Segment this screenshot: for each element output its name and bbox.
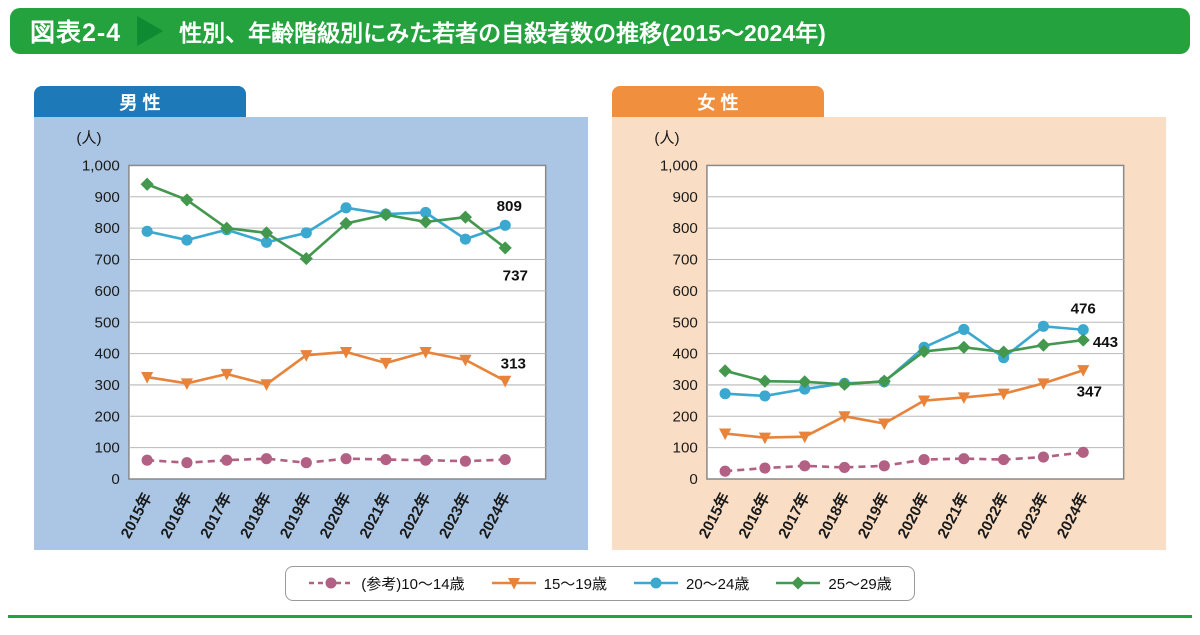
series-end-value-label: 443 [1093,334,1118,351]
svg-text:300: 300 [95,377,120,394]
svg-text:600: 600 [673,283,698,300]
male-tab: 男 性 [34,86,246,117]
legend-item-label: (参考)10〜14歳 [361,575,465,593]
svg-text:200: 200 [673,408,698,425]
svg-text:200: 200 [95,408,120,425]
legend-item: (参考)10〜14歳 [308,573,465,594]
svg-text:2020年: 2020年 [316,490,355,542]
svg-text:2017年: 2017年 [774,490,813,542]
arrow-right-icon [137,16,164,46]
female-panel: (人) 0 100 200 300 400 500 600 700 800 900 1,000 2015… [612,117,1166,550]
svg-text:0: 0 [689,471,697,488]
svg-text:2024年: 2024年 [475,490,514,542]
svg-text:2019年: 2019年 [854,490,893,542]
legend-swatch-icon [634,577,678,589]
svg-text:100: 100 [673,440,698,457]
figure-header: 図表2-4 性別、年齢階級別にみた若者の自殺者数の推移(2015〜2024年) [10,8,1190,54]
y-axis-unit-label: (人) [654,130,679,147]
svg-text:1,000: 1,000 [82,157,120,174]
series-end-value-label: 347 [1077,384,1102,401]
male-chart-section: 男 性 (人) 0 100 200 300 400 500 600 700 800 900 1,000… [34,86,588,550]
charts-row: 男 性 (人) 0 100 200 300 400 500 600 700 800 900 1,000… [34,86,1166,550]
legend-swatch-icon [491,578,536,590]
svg-text:700: 700 [673,252,698,269]
svg-text:2015年: 2015年 [695,490,734,542]
svg-text:300: 300 [673,377,698,394]
svg-text:2024年: 2024年 [1053,490,1092,542]
svg-text:700: 700 [95,252,120,269]
male-chart-svg: (人) 0 100 200 300 400 500 600 700 800 900 1,000 2015… [76,130,547,542]
svg-text:800: 800 [673,220,698,237]
legend-item: 20〜24歳 [633,573,749,594]
svg-text:2021年: 2021年 [934,490,973,542]
svg-text:900: 900 [95,189,120,206]
legend-item-label: 15〜19歳 [543,575,607,593]
series-end-value-label: 476 [1071,301,1096,318]
male-chart: (人) 0 100 200 300 400 500 600 700 800 900 1,000 2015… [48,127,574,544]
svg-text:800: 800 [95,220,120,237]
legend-item: 25〜29歳 [775,573,892,594]
svg-text:2019年: 2019年 [276,490,315,542]
svg-text:500: 500 [95,314,120,331]
legend-swatch-icon [776,576,821,590]
legend-item-label: 25〜29歳 [828,575,892,593]
series-end-value-label: 313 [501,356,526,373]
svg-text:1,000: 1,000 [660,157,698,174]
series-end-value-label: 737 [503,267,528,284]
svg-text:600: 600 [95,283,120,300]
figure-title: 性別、年齢階級別にみた若者の自殺者数の推移(2015〜2024年) [179,20,826,46]
svg-text:2018年: 2018年 [814,490,853,542]
female-chart-svg: (人) 0 100 200 300 400 500 600 700 800 900 1,000 2015… [654,130,1125,542]
svg-text:2016年: 2016年 [157,490,196,542]
legend-row: (参考)10〜14歳 15〜19歳 20〜24歳 25〜29歳 [0,565,1200,601]
legend-swatch-icon [309,577,354,589]
svg-text:2015年: 2015年 [117,490,156,542]
svg-text:100: 100 [95,440,120,457]
male-panel: (人) 0 100 200 300 400 500 600 700 800 900 1,000 2015… [34,117,588,550]
svg-text:2022年: 2022年 [395,490,434,542]
svg-text:2018年: 2018年 [236,490,275,542]
y-axis-unit-label: (人) [76,130,101,147]
female-tab: 女 性 [612,86,824,117]
male-tab-label: 男 性 [119,92,161,113]
svg-text:2016年: 2016年 [735,490,774,542]
figure-tag: 図表2-4 [30,19,122,47]
svg-text:500: 500 [673,314,698,331]
legend-item-label: 20〜24歳 [686,575,750,593]
legend-item: 15〜19歳 [491,573,607,594]
svg-text:2022年: 2022年 [973,490,1012,542]
svg-text:2017年: 2017年 [196,490,235,542]
svg-text:400: 400 [673,346,698,363]
svg-text:400: 400 [95,346,120,363]
svg-text:2023年: 2023年 [435,490,474,542]
bottom-rule [8,614,1192,618]
female-tab-label: 女 性 [697,92,739,113]
svg-text:900: 900 [673,189,698,206]
series-end-value-label: 809 [497,198,522,215]
svg-text:2023年: 2023年 [1013,490,1052,542]
female-chart: (人) 0 100 200 300 400 500 600 700 800 900 1,000 2015… [626,127,1152,544]
female-chart-section: 女 性 (人) 0 100 200 300 400 500 600 700 800 900 1,000… [612,86,1166,550]
svg-text:2020年: 2020年 [894,490,933,542]
svg-text:2021年: 2021年 [356,490,395,542]
svg-text:0: 0 [111,471,119,488]
legend: (参考)10〜14歳 15〜19歳 20〜24歳 25〜29歳 [285,565,915,601]
